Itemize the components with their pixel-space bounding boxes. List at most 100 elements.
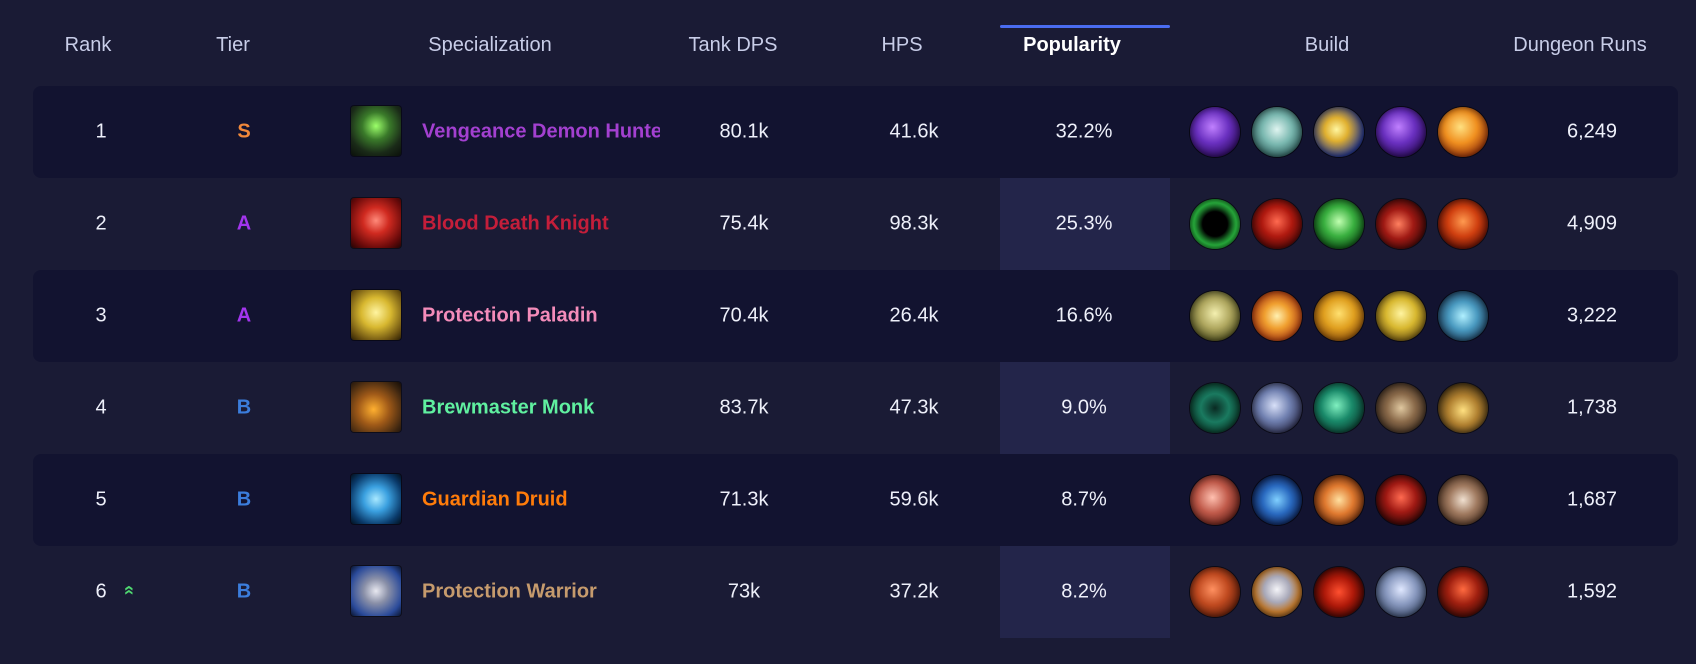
blood-death-knight-icon: [351, 198, 401, 248]
blood-skull-icon[interactable]: [1252, 199, 1302, 249]
build-icons: [1190, 199, 1488, 249]
build-icons: [1190, 107, 1488, 157]
tank-dps-value: 73k: [727, 580, 761, 603]
build-icons: [1190, 567, 1488, 617]
spec-name[interactable]: Vengeance Demon Hunter: [422, 120, 660, 143]
dungeon-runs-value: 4,909: [1566, 212, 1618, 235]
table-header: Rank Tier Specialization Tank DPS HPS Po…: [0, 0, 1696, 86]
popularity-value: 32.2%: [1055, 120, 1113, 143]
dungeon-runs-value: 1,687: [1566, 488, 1618, 511]
bear-maul-icon[interactable]: [1190, 475, 1240, 525]
header-build[interactable]: Build: [1304, 34, 1350, 56]
titan-icon[interactable]: [1438, 567, 1488, 617]
protection-paladin-icon: [351, 290, 401, 340]
build-icons: [1190, 475, 1488, 525]
spec-name[interactable]: Protection Warrior: [422, 580, 597, 603]
rank-value: 5: [95, 488, 107, 511]
valkyr-icon[interactable]: [1376, 567, 1426, 617]
rank-value: 1: [95, 120, 107, 143]
dragon-claw-icon[interactable]: [1376, 475, 1426, 525]
header-rank[interactable]: Rank: [64, 34, 112, 56]
popularity-value: 8.7%: [1061, 488, 1107, 511]
tank-dps-value: 83.7k: [719, 396, 769, 419]
storm-claw-icon[interactable]: [1252, 475, 1302, 525]
dungeon-runs-value: 3,222: [1566, 304, 1618, 327]
tier-badge: S: [237, 120, 251, 143]
palm-strike-icon[interactable]: [1252, 383, 1302, 433]
warrior-rage-icon[interactable]: [1190, 567, 1240, 617]
dark-portal-icon[interactable]: [1190, 199, 1240, 249]
spec-name[interactable]: Brewmaster Monk: [422, 396, 595, 419]
rank-value: 6: [95, 580, 107, 603]
tank-dps-value: 75.4k: [719, 212, 769, 235]
table-row[interactable]: 6 » B Protection Warrior 73k 37.2k 8.2% 1,592: [33, 546, 1678, 638]
tier-badge: B: [236, 580, 252, 603]
header-popularity[interactable]: Popularity: [1023, 34, 1121, 56]
table-row[interactable]: 3 A Protection Paladin 70.4k 26.4k 16.6% 3,222: [33, 270, 1678, 362]
hps-value: 41.6k: [889, 120, 939, 143]
tier-badge: A: [236, 304, 252, 327]
build-icons: [1190, 383, 1488, 433]
active-sort-indicator: [1000, 25, 1170, 28]
tier-badge: A: [236, 212, 252, 235]
rank-up-chevron-icon: »: [118, 585, 139, 596]
table-row[interactable]: 4 B Brewmaster Monk 83.7k 47.3k 9.0% 1,738: [33, 362, 1678, 454]
keg-icon[interactable]: [1376, 383, 1426, 433]
ornate-shield-icon[interactable]: [1438, 291, 1488, 341]
fel-blade-icon[interactable]: [1314, 107, 1364, 157]
hps-value: 37.2k: [889, 580, 939, 603]
rank-value: 3: [95, 304, 107, 327]
popularity-column-highlight: [1000, 86, 1170, 638]
header-tank-dps[interactable]: Tank DPS: [688, 34, 778, 56]
golden-guardian-icon[interactable]: [1314, 291, 1364, 341]
hps-value: 26.4k: [889, 304, 939, 327]
crimson-moon-icon[interactable]: [1314, 567, 1364, 617]
golden-helm-icon[interactable]: [1376, 291, 1426, 341]
steel-shield-icon[interactable]: [1252, 567, 1302, 617]
jade-fist-icon[interactable]: [1314, 383, 1364, 433]
header-specialization[interactable]: Specialization: [428, 34, 552, 56]
demonic-sigil-icon[interactable]: [1376, 107, 1426, 157]
tier-badge: B: [236, 396, 252, 419]
fire-spirit-icon[interactable]: [1438, 107, 1488, 157]
table-row[interactable]: 2 A Blood Death Knight 75.4k 98.3k 25.3% 4,909: [33, 178, 1678, 270]
hps-value: 47.3k: [889, 396, 939, 419]
dungeon-runs-value: 6,249: [1566, 120, 1618, 143]
spec-name[interactable]: Guardian Druid: [422, 488, 568, 511]
build-icons: [1190, 291, 1488, 341]
dungeon-runs-value: 1,592: [1566, 580, 1618, 603]
protection-warrior-icon: [351, 566, 401, 616]
spec-name[interactable]: Blood Death Knight: [422, 212, 609, 235]
brew-blast-icon[interactable]: [1438, 383, 1488, 433]
rank-value: 2: [95, 212, 107, 235]
header-tier[interactable]: Tier: [216, 34, 250, 56]
tank-dps-value: 80.1k: [719, 120, 769, 143]
holy-pillar-icon[interactable]: [1252, 291, 1302, 341]
radiant-star-icon[interactable]: [1314, 475, 1364, 525]
rank-value: 4: [95, 396, 107, 419]
tank-dps-value: 70.4k: [719, 304, 769, 327]
blood-claw-icon[interactable]: [1376, 199, 1426, 249]
spec-name[interactable]: Protection Paladin: [422, 304, 598, 327]
table-row[interactable]: 5 B Guardian Druid 71.3k 59.6k 8.7% 1,687: [33, 454, 1678, 546]
guardian-druid-icon: [351, 474, 401, 524]
header-dungeon-runs[interactable]: Dungeon Runs: [1513, 34, 1647, 56]
vengeance-demon-hunter-icon: [351, 106, 401, 156]
skull-talent-icon[interactable]: [1252, 107, 1302, 157]
popularity-value: 25.3%: [1055, 212, 1113, 235]
popularity-value: 9.0%: [1061, 396, 1107, 419]
jade-swirl-icon[interactable]: [1190, 383, 1240, 433]
hps-value: 98.3k: [889, 212, 939, 235]
header-hps[interactable]: HPS: [881, 34, 923, 56]
popularity-value: 16.6%: [1055, 304, 1113, 327]
tier-badge: B: [236, 488, 252, 511]
tank-dps-value: 71.3k: [719, 488, 769, 511]
blood-beast-icon[interactable]: [1438, 199, 1488, 249]
hps-value: 59.6k: [889, 488, 939, 511]
green-skull-icon[interactable]: [1314, 199, 1364, 249]
lion-head-icon[interactable]: [1190, 291, 1240, 341]
demonic-sigil-icon[interactable]: [1190, 107, 1240, 157]
bear-paw-icon[interactable]: [1438, 475, 1488, 525]
table-row[interactable]: 1 S Vengeance Demon Hunter 80.1k 41.6k 32.2% 6…: [33, 86, 1678, 178]
popularity-value: 8.2%: [1061, 580, 1107, 603]
